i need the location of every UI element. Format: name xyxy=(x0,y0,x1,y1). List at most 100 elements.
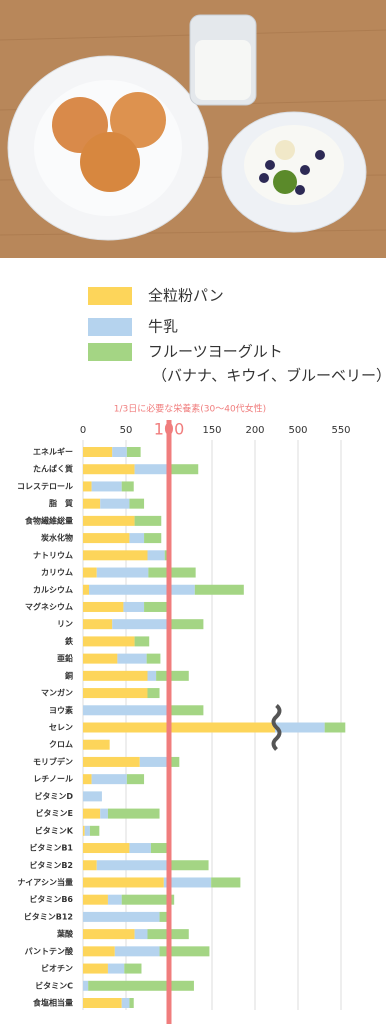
y-tick-label: 脂 質 xyxy=(48,498,73,508)
bar-segment xyxy=(83,619,113,630)
bar-segment xyxy=(112,619,169,630)
bar-segment xyxy=(83,756,140,767)
bar-segment xyxy=(117,653,147,664)
bar-segment xyxy=(129,998,134,1008)
y-tick-label: パントテン酸 xyxy=(25,946,74,956)
bar-segment xyxy=(156,670,189,681)
bar-segment xyxy=(167,756,180,767)
y-tick-label: ビタミンB1 xyxy=(29,843,73,853)
bar-segment xyxy=(83,739,110,750)
bar-segment xyxy=(83,774,92,785)
photo xyxy=(0,0,386,258)
bar-segment xyxy=(129,533,145,544)
bar-segment xyxy=(88,980,194,991)
bar-segment xyxy=(107,963,125,974)
bar-segment xyxy=(83,998,122,1008)
y-tick-label: カルシウム xyxy=(33,585,73,594)
x-tick-label: 200 xyxy=(245,425,264,436)
bar-segment xyxy=(121,998,130,1008)
bar-segment xyxy=(96,860,169,871)
axis-break xyxy=(271,703,282,751)
bar-segment xyxy=(150,843,169,854)
bar-segment xyxy=(83,481,92,492)
y-tick-label: 葉酸 xyxy=(56,929,74,939)
y-tick-label: たんぱく質 xyxy=(33,464,73,474)
bar-segment xyxy=(83,843,130,854)
legend-label: フルーツヨーグルト xyxy=(148,343,283,361)
bar-segment xyxy=(107,894,122,905)
bar-segment xyxy=(121,481,134,492)
bar-segment xyxy=(83,498,101,509)
bar-segment xyxy=(91,774,127,785)
bar-segment xyxy=(83,550,148,561)
bar-segment xyxy=(159,911,168,922)
x-tick-label: 50 xyxy=(120,425,133,436)
bar-segment xyxy=(83,722,276,733)
bar-segment xyxy=(83,894,108,905)
y-tick-label: ビタミンC xyxy=(35,980,73,990)
y-tick-label: ビオチン xyxy=(41,963,73,973)
y-tick-label: 亜鉛 xyxy=(57,653,73,663)
y-tick-label: マンガン xyxy=(41,688,73,698)
bar-segment xyxy=(146,653,161,664)
y-tick-label: ヨウ素 xyxy=(49,705,73,715)
bar-segment xyxy=(83,567,97,578)
legend-note: （バナナ、キウイ、ブルーベリー） xyxy=(152,367,386,385)
bar-segment xyxy=(134,636,150,647)
bar-segment xyxy=(147,688,160,699)
y-tick-label: カリウム xyxy=(41,568,73,577)
y-tick-label: ビタミンB12 xyxy=(24,911,73,921)
y-tick-label: ビタミンB2 xyxy=(29,860,73,870)
bar-segment xyxy=(83,515,135,526)
bar-segment xyxy=(121,894,175,905)
y-tick-label: マグネシウム xyxy=(25,601,73,611)
y-tick-label: モリブデン xyxy=(33,756,73,766)
bar-segment xyxy=(112,447,127,457)
bar-segment xyxy=(83,584,90,595)
x-tick-label: 0 xyxy=(80,425,86,436)
bar-segment xyxy=(134,515,162,526)
legend-label: 牛乳 xyxy=(148,318,178,336)
bar-segment xyxy=(83,791,102,802)
bar-segment xyxy=(83,688,148,699)
bar-segment xyxy=(100,498,130,509)
bar-segment xyxy=(83,808,101,819)
y-tick-label: 食塩相当量 xyxy=(33,998,73,1008)
bar-segment xyxy=(134,464,169,475)
y-tick-label: 銅 xyxy=(65,670,73,680)
bar-segment xyxy=(211,877,241,888)
bar-segment xyxy=(91,481,122,492)
y-tick-label: 食物繊維総量 xyxy=(25,515,73,525)
bar-segment xyxy=(148,567,196,578)
bar-segment xyxy=(126,774,145,785)
bar-segment xyxy=(139,756,168,767)
legend-swatch xyxy=(88,343,132,361)
y-tick-label: 炭水化物 xyxy=(40,533,73,543)
legend-swatch xyxy=(88,287,132,305)
bar-segment xyxy=(123,601,145,612)
x-tick-label: 150 xyxy=(202,425,221,436)
bar-segment xyxy=(83,860,97,871)
bar-segment xyxy=(83,670,148,681)
y-tick-label: リン xyxy=(57,620,73,629)
bar-segment xyxy=(126,447,141,457)
x-tick-label: 500 xyxy=(288,425,307,436)
y-tick-label: レチノール xyxy=(33,775,73,784)
y-tick-label: ビタミンE xyxy=(36,808,73,818)
legend-label: 全粒粉パン xyxy=(148,287,224,305)
bar-segment xyxy=(134,929,148,940)
bar-segment xyxy=(89,584,195,595)
legend-swatch xyxy=(88,318,132,336)
bar-segment xyxy=(100,808,108,819)
y-tick-label: ナトリウム xyxy=(33,551,73,560)
bar-segment xyxy=(144,601,169,612)
bar-segment xyxy=(163,877,212,888)
bar-segment xyxy=(114,946,160,957)
bar-segment xyxy=(144,533,162,544)
bar-segment xyxy=(83,963,108,974)
bar-segment xyxy=(83,946,115,957)
bar-segment xyxy=(147,550,165,561)
bar-segment xyxy=(124,963,142,974)
bar-segment xyxy=(324,722,346,733)
